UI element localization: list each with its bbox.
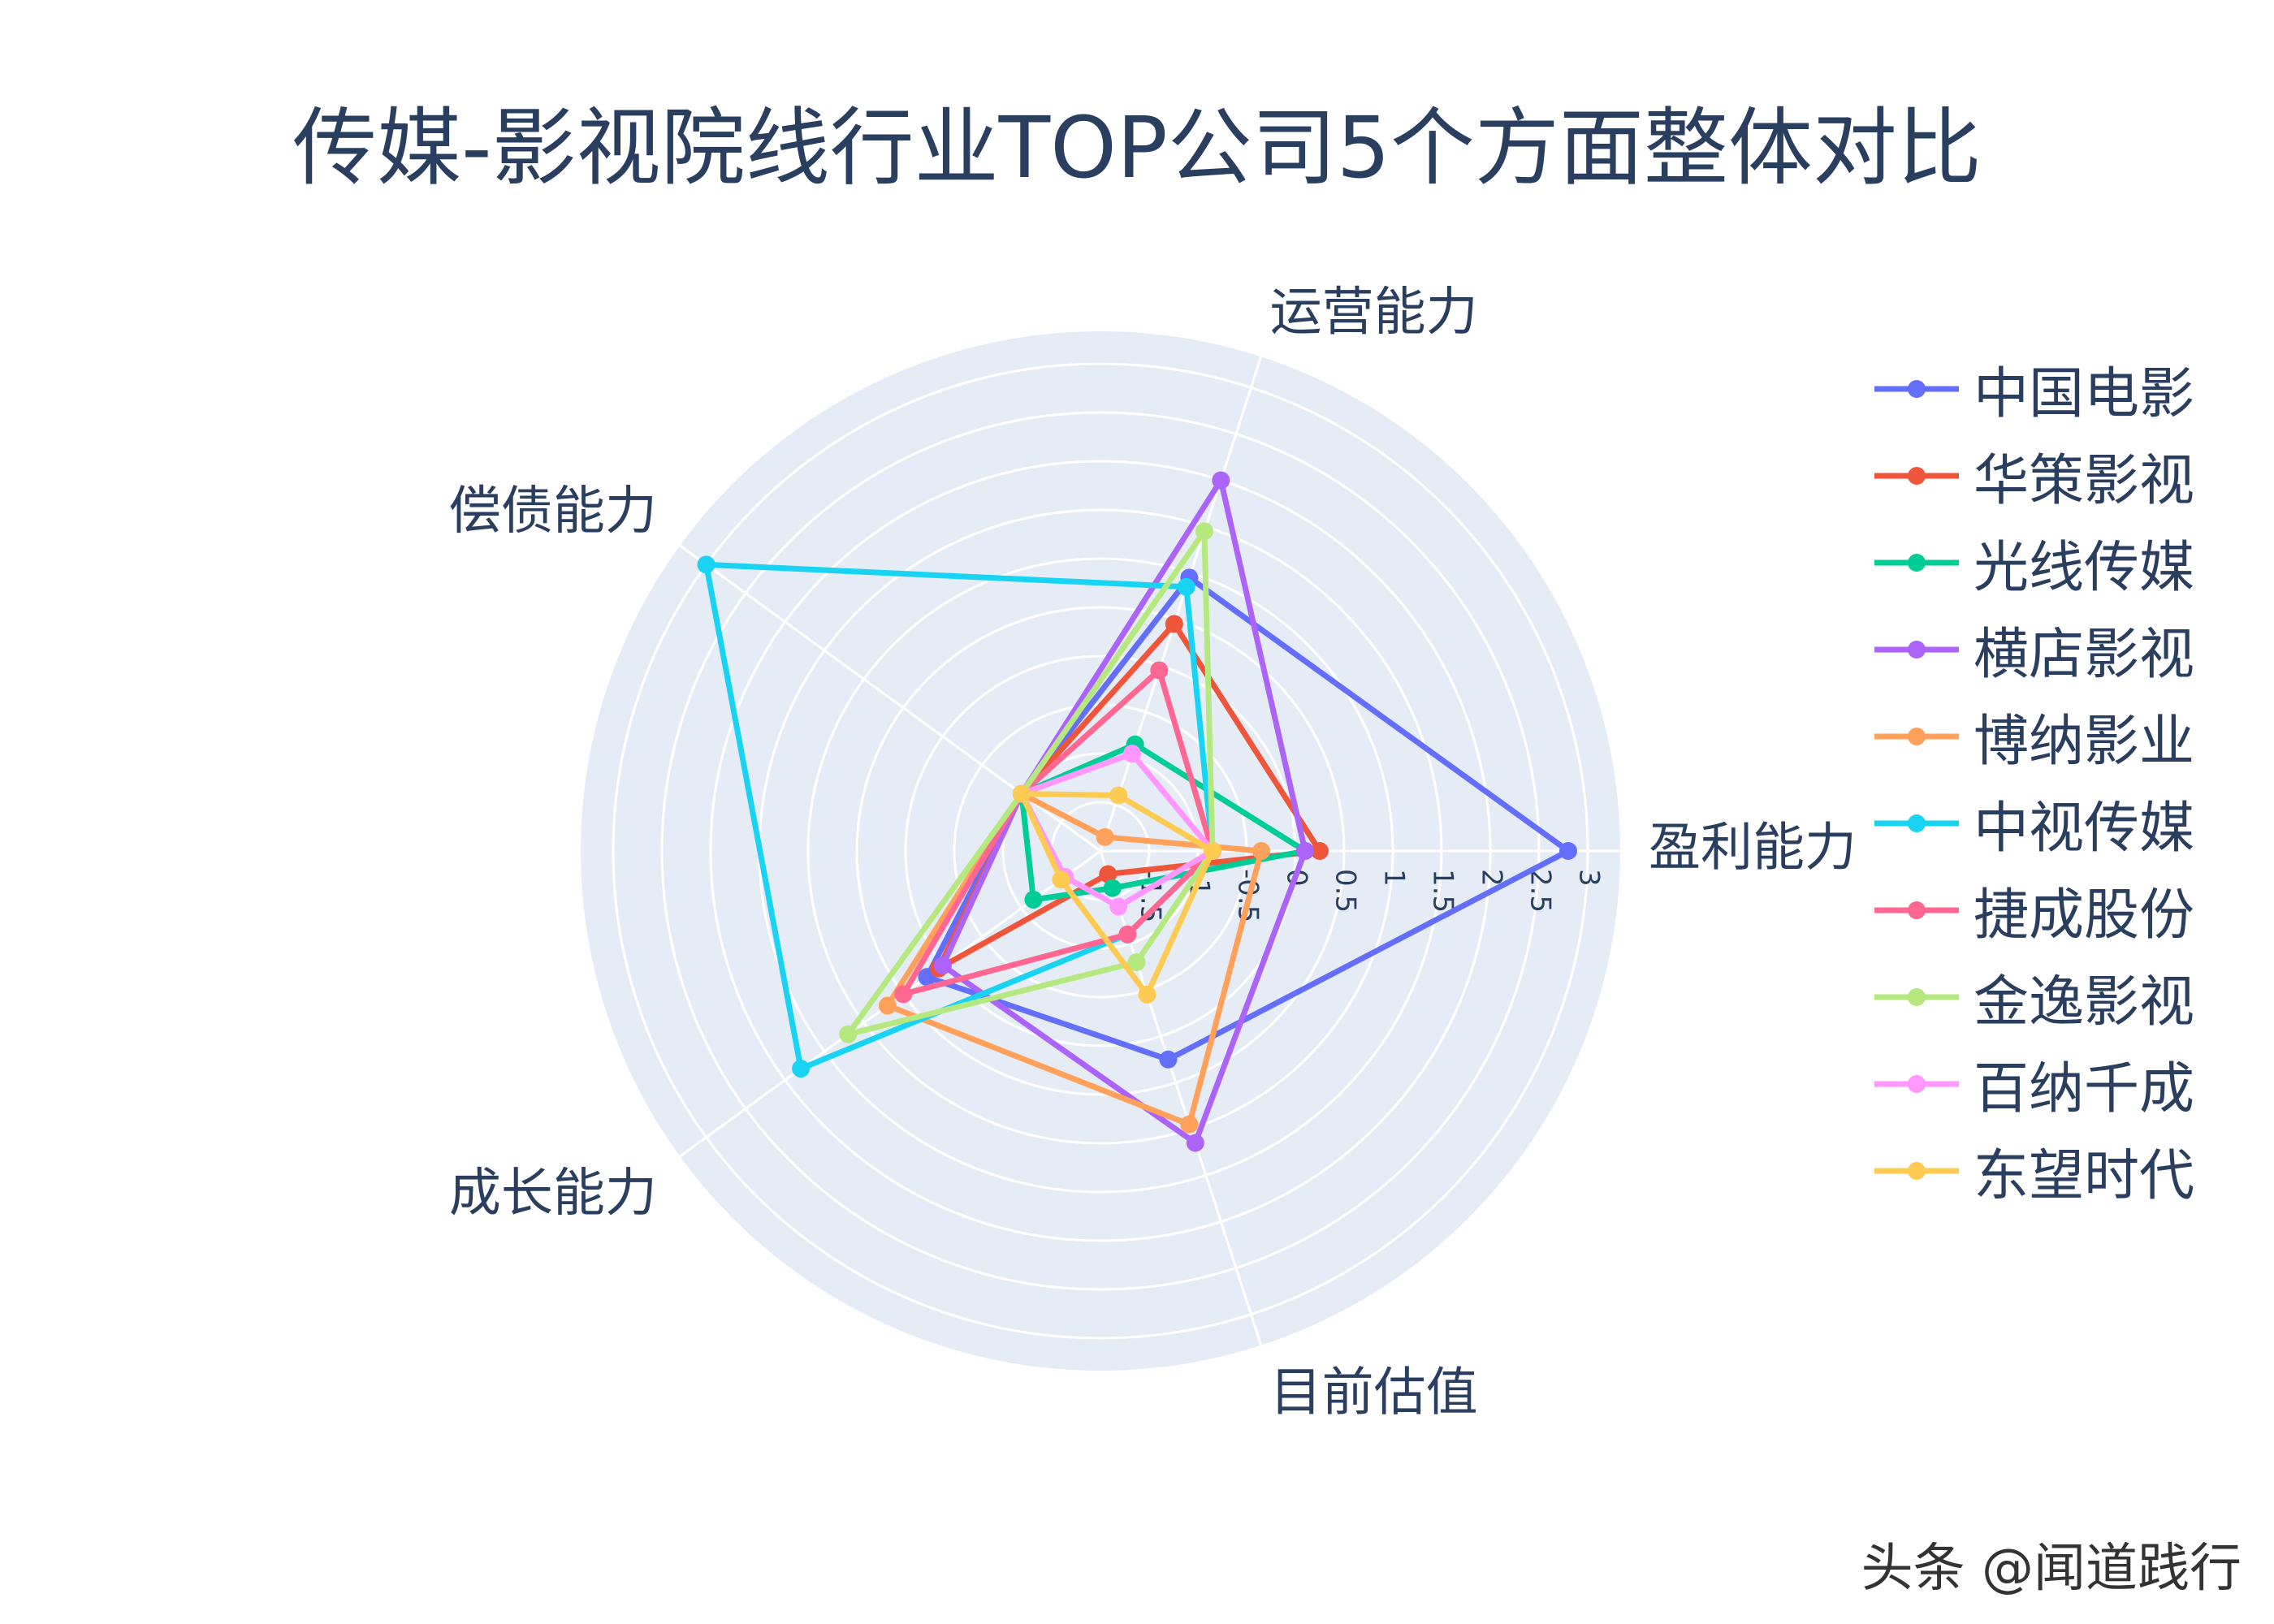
data-point xyxy=(1118,925,1137,944)
legend-swatch-icon xyxy=(1874,727,1959,745)
data-point xyxy=(1012,784,1031,803)
data-point xyxy=(839,1025,858,1043)
legend-label: 中视传媒 xyxy=(1974,797,2195,861)
data-point xyxy=(792,1060,811,1078)
axis-label: 偿债能力 xyxy=(449,482,657,542)
radial-tick-label: 1 xyxy=(1378,869,1411,887)
chart-title: 传媒-影视院线行业TOP公司5个方面整体对比 xyxy=(292,98,1982,197)
legend-label: 光线传媒 xyxy=(1974,536,2195,600)
data-point xyxy=(894,985,913,1004)
legend-label: 华策影视 xyxy=(1974,449,2195,513)
legend-item[interactable]: 东望时代 xyxy=(1868,1127,2258,1214)
data-point xyxy=(1180,1115,1199,1134)
legend-item[interactable]: 百纳千成 xyxy=(1868,1040,2258,1127)
data-point xyxy=(878,996,897,1015)
radial-tick-label: 1.5 xyxy=(1427,869,1459,913)
legend-label: 金逸影视 xyxy=(1974,970,2195,1034)
polar-grid: -1.5 -1 -0.5 0 0.5 1 1.5 2 2.5 3 xyxy=(581,331,1620,1371)
legend-swatch-icon xyxy=(1874,466,1959,485)
data-point xyxy=(1165,615,1183,633)
data-point xyxy=(1204,842,1221,860)
legend-item[interactable]: 光线传媒 xyxy=(1868,519,2258,606)
axis-label: 目前估值 xyxy=(1270,1363,1478,1423)
legend-item[interactable]: 中国电影 xyxy=(1868,345,2258,432)
series-line xyxy=(1018,741,1308,903)
data-point xyxy=(1311,842,1329,860)
data-point xyxy=(697,555,715,574)
legend-item[interactable]: 中视传媒 xyxy=(1868,780,2258,866)
data-point xyxy=(1186,1134,1204,1152)
legend-swatch-icon xyxy=(1874,901,1959,919)
series-line xyxy=(884,791,1265,1128)
legend-label: 横店影视 xyxy=(1974,623,2195,687)
data-point xyxy=(1296,842,1314,860)
data-point xyxy=(1099,865,1118,883)
axis-label: 成长能力 xyxy=(449,1164,657,1224)
data-point xyxy=(1150,661,1169,680)
legend-swatch-icon xyxy=(1874,379,1959,398)
data-point xyxy=(1052,870,1070,889)
data-point xyxy=(1127,952,1146,971)
data-point xyxy=(1195,522,1213,541)
data-point xyxy=(1559,842,1577,860)
legend-item[interactable]: 博纳影业 xyxy=(1868,693,2258,780)
legend-label: 百纳千成 xyxy=(1974,1057,2195,1121)
angular-gridline xyxy=(1099,356,1263,852)
series-line xyxy=(900,667,1216,997)
data-point xyxy=(1252,842,1270,860)
legend-swatch-icon xyxy=(1874,814,1959,832)
data-point xyxy=(1177,577,1195,596)
axis-label: 运营能力 xyxy=(1270,283,1478,343)
data-point xyxy=(933,957,952,975)
legend-label: 中国电影 xyxy=(1974,362,2195,426)
series-layer xyxy=(697,471,1577,1152)
legend-label: 博纳影业 xyxy=(1974,710,2195,774)
legend: 中国电影华策影视光线传媒横店影视博纳影业中视传媒捷成股份金逸影视百纳千成东望时代 xyxy=(1868,345,2258,1214)
legend-item[interactable]: 金逸影视 xyxy=(1868,953,2258,1040)
series-line xyxy=(1018,791,1216,998)
legend-swatch-icon xyxy=(1874,640,1959,659)
data-point xyxy=(1212,471,1230,490)
radial-tick-label: 3 xyxy=(1573,869,1606,887)
data-point xyxy=(1159,1050,1178,1069)
legend-item[interactable]: 横店影视 xyxy=(1868,606,2258,693)
series-博纳影业 xyxy=(878,784,1270,1134)
series-line xyxy=(940,477,1308,1146)
data-point xyxy=(1096,827,1114,846)
radial-tick-label: 2.5 xyxy=(1524,869,1557,913)
legend-swatch-icon xyxy=(1874,987,1959,1006)
data-point xyxy=(1103,879,1122,897)
legend-item[interactable]: 华策影视 xyxy=(1868,432,2258,519)
data-point xyxy=(1138,985,1156,1004)
legend-swatch-icon xyxy=(1874,1161,1959,1180)
legend-label: 捷成股份 xyxy=(1974,883,2195,948)
data-point xyxy=(1122,745,1141,763)
legend-swatch-icon xyxy=(1874,1074,1959,1093)
series-横店影视 xyxy=(933,471,1314,1152)
watermark: 头条 @闻道践行 xyxy=(1861,1539,2242,1599)
data-point xyxy=(1109,897,1128,916)
radial-tick-label: 2 xyxy=(1476,869,1508,887)
legend-label: 东望时代 xyxy=(1974,1144,2195,1208)
legend-item[interactable]: 捷成股份 xyxy=(1868,866,2258,953)
series-东望时代 xyxy=(1012,784,1221,1004)
radial-tick-label: 0.5 xyxy=(1329,869,1362,913)
data-point xyxy=(1024,890,1043,909)
data-point xyxy=(1109,786,1128,805)
series-line xyxy=(845,528,1216,1038)
axis-label: 盈利能力 xyxy=(1649,818,1857,879)
legend-swatch-icon xyxy=(1874,553,1959,572)
